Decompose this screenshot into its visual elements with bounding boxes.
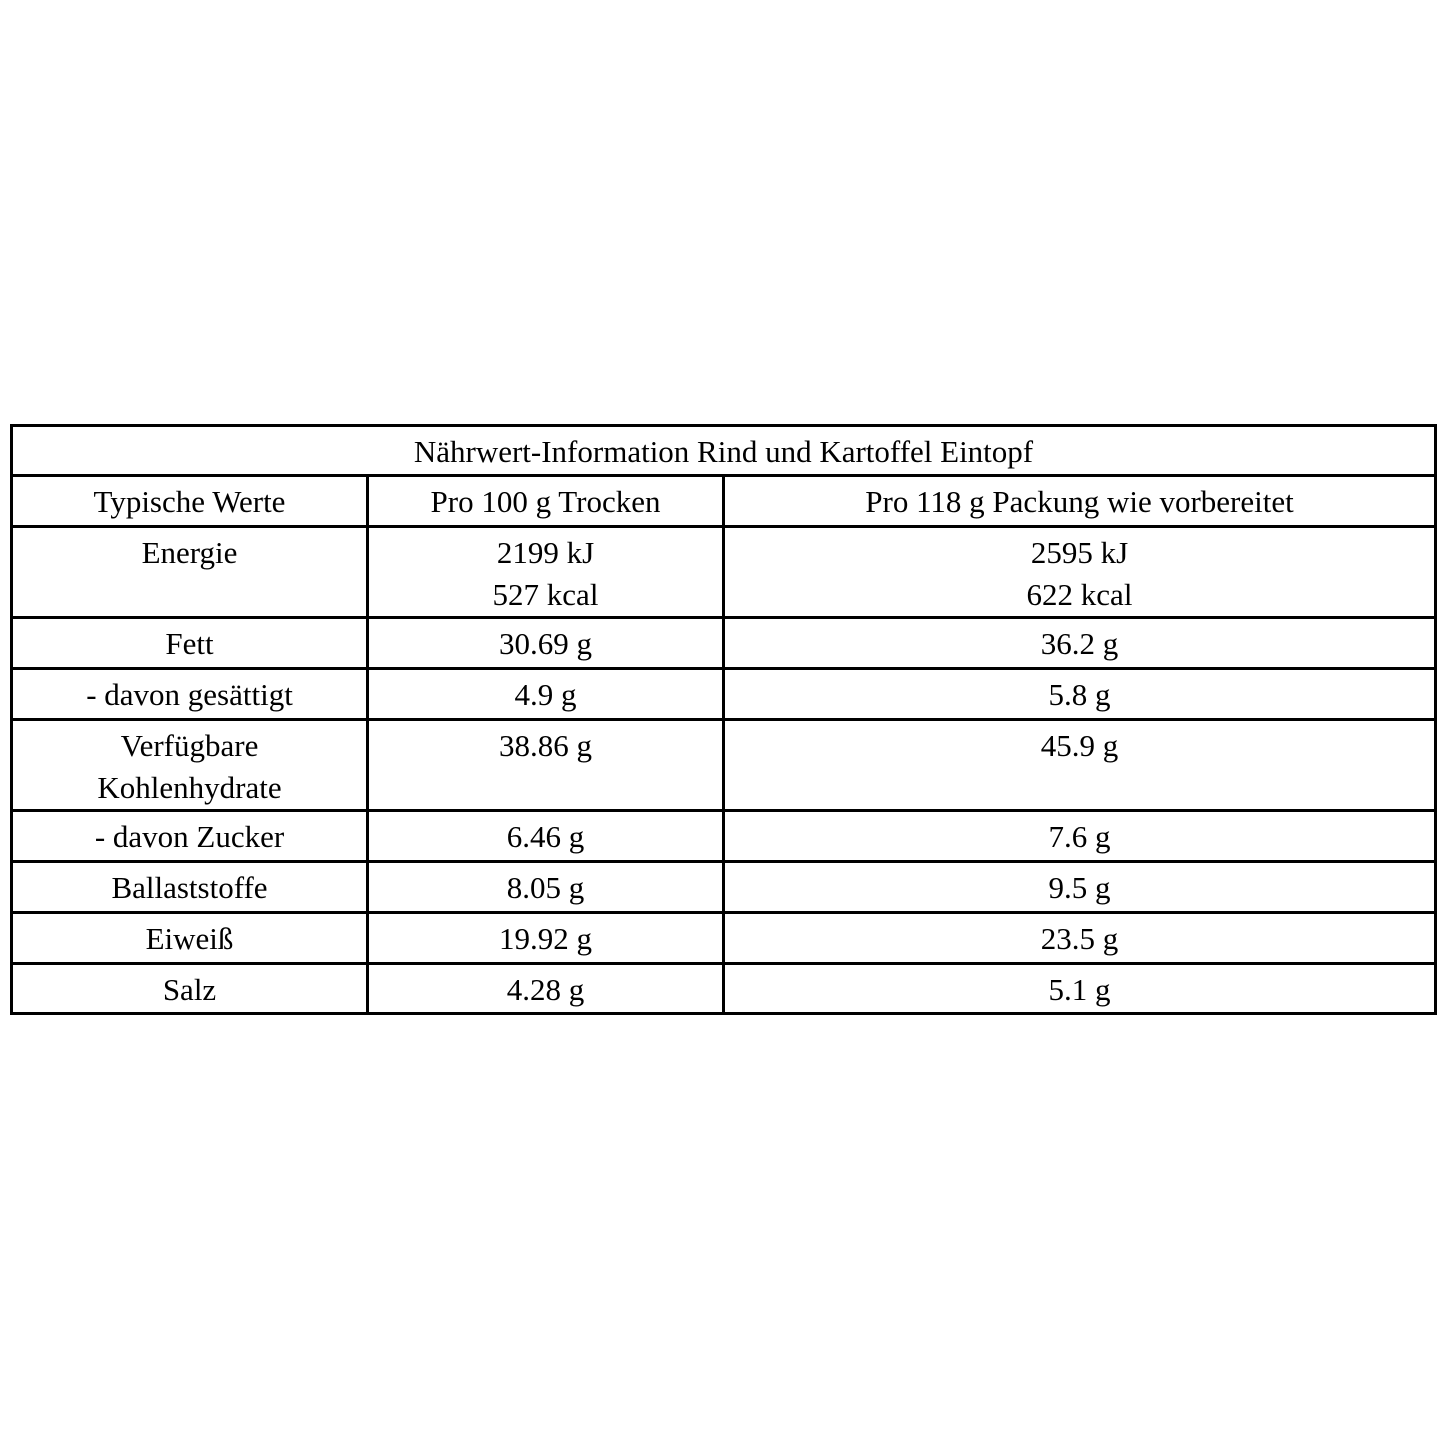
- table-row-davon-zucker: - davon Zucker 6.46 g 7.6 g: [10, 809, 1437, 863]
- prepared-value-cell: 45.9 g: [722, 718, 1437, 812]
- column-header-label: Pro 100 g Trocken: [430, 484, 661, 519]
- row-label: Ballaststoffe: [111, 870, 268, 905]
- prepared-value-cell: 36.2 g: [722, 616, 1437, 670]
- row-label-cell: - davon Zucker: [10, 809, 369, 863]
- row-label-cell: Ballaststoffe: [10, 860, 369, 914]
- row-label: Energie: [141, 535, 238, 570]
- row-label: Fett: [165, 626, 214, 661]
- value-line: 2199 kJ: [496, 535, 595, 570]
- value-line: 38.86 g: [499, 728, 592, 763]
- row-label-cell: Salz: [10, 962, 369, 1015]
- dry-value-cell: 38.86 g: [366, 718, 725, 812]
- value-line: 4.9 g: [514, 677, 577, 712]
- value-line: 622 kcal: [1026, 577, 1133, 612]
- row-label: - davon Zucker: [94, 819, 285, 854]
- row-label: - davon gesättigt: [86, 677, 293, 712]
- dry-value-cell: 6.46 g: [366, 809, 725, 863]
- value-line: 7.6 g: [1048, 819, 1111, 854]
- dry-value-cell: 4.28 g: [366, 962, 725, 1015]
- row-label-cell: Eiweiß: [10, 911, 369, 965]
- prepared-value-cell: 5.1 g: [722, 962, 1437, 1015]
- prepared-value-cell: 2595 kJ 622 kcal: [722, 525, 1437, 619]
- table-title-row: Nährwert-Information Rind und Kartoffel …: [10, 424, 1437, 477]
- column-header-pro-118g: Pro 118 g Packung wie vorbereitet: [722, 474, 1437, 528]
- value-line: 30.69 g: [499, 626, 592, 661]
- value-line: 2595 kJ: [1030, 535, 1129, 570]
- value-line: 527 kcal: [492, 577, 599, 612]
- table-row-fett: Fett 30.69 g 36.2 g: [10, 616, 1437, 670]
- value-line: 4.28 g: [506, 972, 585, 1007]
- dry-value-cell: 19.92 g: [366, 911, 725, 965]
- value-line: 5.8 g: [1048, 677, 1111, 712]
- nutrition-table: Nährwert-Information Rind und Kartoffel …: [10, 424, 1437, 1015]
- table-title-text: Nährwert-Information Rind und Kartoffel …: [413, 434, 1034, 469]
- value-line: 23.5 g: [1040, 921, 1119, 956]
- table-row-salz: Salz 4.28 g 5.1 g: [10, 962, 1437, 1015]
- row-label-cell: - davon gesättigt: [10, 667, 369, 721]
- dry-value-cell: 30.69 g: [366, 616, 725, 670]
- column-header-pro-100g: Pro 100 g Trocken: [366, 474, 725, 528]
- row-label: Eiweiß: [145, 921, 234, 956]
- value-line: 5.1 g: [1048, 972, 1111, 1007]
- prepared-value-cell: 9.5 g: [722, 860, 1437, 914]
- value-line: 19.92 g: [499, 921, 592, 956]
- table-row-energie: Energie 2199 kJ 527 kcal 2595 kJ 622 kca…: [10, 525, 1437, 619]
- column-header-typische-werte: Typische Werte: [10, 474, 369, 528]
- table-row-kohlenhydrate: Verfügbare Kohlenhydrate 38.86 g 45.9 g: [10, 718, 1437, 812]
- prepared-value-cell: 23.5 g: [722, 911, 1437, 965]
- table-row-eiweiss: Eiweiß 19.92 g 23.5 g: [10, 911, 1437, 965]
- table-row-davon-gesaettigt: - davon gesättigt 4.9 g 5.8 g: [10, 667, 1437, 721]
- value-line: 8.05 g: [506, 870, 585, 905]
- row-label-cell: Energie: [10, 525, 369, 619]
- prepared-value-cell: 5.8 g: [722, 667, 1437, 721]
- column-header-label: Typische Werte: [93, 484, 286, 519]
- table-title: Nährwert-Information Rind und Kartoffel …: [10, 424, 1437, 477]
- dry-value-cell: 8.05 g: [366, 860, 725, 914]
- row-label: Verfügbare: [120, 728, 259, 763]
- value-line: 36.2 g: [1040, 626, 1119, 661]
- prepared-value-cell: 7.6 g: [722, 809, 1437, 863]
- value-line: 45.9 g: [1040, 728, 1119, 763]
- row-label-cell: Verfügbare Kohlenhydrate: [10, 718, 369, 812]
- nutrition-table-container: Nährwert-Information Rind und Kartoffel …: [10, 424, 1437, 1015]
- value-line: 9.5 g: [1048, 870, 1111, 905]
- dry-value-cell: 2199 kJ 527 kcal: [366, 525, 725, 619]
- table-header-row: Typische Werte Pro 100 g Trocken Pro 118…: [10, 474, 1437, 528]
- row-label: Kohlenhydrate: [97, 770, 282, 805]
- row-label-cell: Fett: [10, 616, 369, 670]
- column-header-label: Pro 118 g Packung wie vorbereitet: [865, 484, 1294, 519]
- row-label: Salz: [162, 972, 217, 1007]
- dry-value-cell: 4.9 g: [366, 667, 725, 721]
- table-row-ballaststoffe: Ballaststoffe 8.05 g 9.5 g: [10, 860, 1437, 914]
- value-line: 6.46 g: [506, 819, 585, 854]
